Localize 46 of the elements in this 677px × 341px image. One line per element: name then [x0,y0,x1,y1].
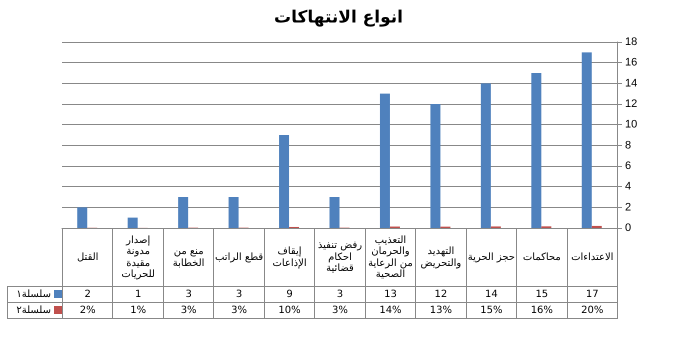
y-tick-label: 2 [625,201,632,214]
x-tick-label: الاعتداءات [567,228,618,286]
data-label: 12 [416,286,466,302]
data-label: 15% [466,302,517,318]
y-tick-label: 14 [625,77,638,90]
y-tick-label: 6 [625,160,632,172]
x-tick-label: إصدار مدونة مقيدة للحريات [112,228,164,286]
x-tick-label: محاكمات [516,228,568,286]
data-label: 3 [314,286,366,302]
x-tick-label: القتل [62,228,113,286]
data-label: 15 [516,286,568,302]
data-label: 3% [314,302,366,318]
legend-label: سلسلة١ [8,286,62,302]
data-label: 17 [567,286,618,302]
data-label: 10% [264,302,315,318]
data-label: 9 [264,286,315,302]
data-label: 3% [214,302,264,318]
data-label: 14 [466,286,517,302]
y-tick-label: 12 [625,98,638,110]
data-label: 13 [365,286,416,302]
data-label: 2 [62,286,113,302]
x-tick-label: التهديد والتحريض [416,228,466,286]
y-tick-label: 16 [625,56,638,69]
y-tick-label: 0 [625,222,632,234]
x-tick-label: رفض تنفيذ احكام قضائية [314,228,366,286]
data-label: 1% [112,302,164,318]
chart-title: انواع الانتهاكات [274,8,403,28]
data-label: 3 [214,286,264,302]
legend-label: سلسلة٢ [8,302,62,318]
x-tick-label: قطع الراتب [214,228,264,286]
x-tick-label: التعذيب والحرمان من الرعاية الصحية [365,228,416,286]
y-tick-label: 10 [625,118,638,131]
data-label: 13% [416,302,466,318]
data-label: 20% [567,302,618,318]
data-label: 14% [365,302,416,318]
data-label: 3 [163,286,214,302]
y-tick-label: 8 [625,139,632,152]
x-tick-label: حجز الحرية [466,228,517,286]
y-tick-label: 4 [625,180,632,193]
x-tick-label: إيقاف الإذاعات [264,228,315,286]
x-tick-label: منع من الخطابة [163,228,214,286]
data-label: 16% [516,302,568,318]
data-label: 1 [112,286,164,302]
data-label: 2% [62,302,113,318]
data-label: 3% [163,302,214,318]
y-tick-label: 18 [625,36,638,48]
